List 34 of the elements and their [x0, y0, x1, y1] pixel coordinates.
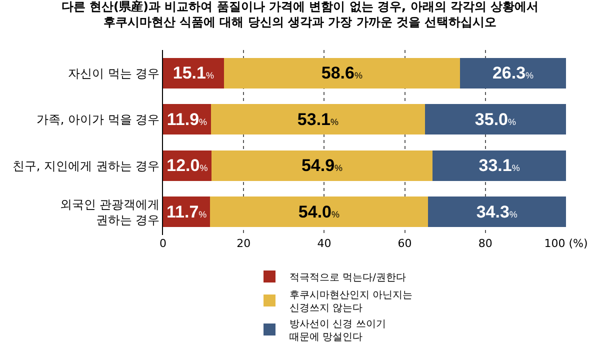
legend-label: 방사선이 신경 쓰이기 때문에 망설인다: [290, 318, 386, 343]
x-tick-label: 0: [160, 237, 166, 250]
bar: [210, 196, 428, 228]
chart-title: 다른 현산(県産)과 비교하여 품질이나 가격에 변함이 없는 경우, 아래의 각각의 상황에서 후쿠시마현산 식품에 대해 당신의 생각과 가장 가까운 것을 선택하십시오: [61, 0, 539, 30]
data-label: 54.9%: [301, 156, 343, 176]
y-tick-label: 외국인 관광객에게 권하는 경우: [60, 197, 160, 227]
data-label: 58.6%: [321, 64, 362, 83]
x-tick-label: 20: [236, 237, 251, 250]
legend-label: 후쿠시마현산인지 아닌지는 신경쓰지 않는다: [290, 290, 413, 314]
data-label: 53.1%: [297, 110, 339, 129]
y-tick-label: 친구, 지인에게 권하는 경우: [12, 158, 160, 173]
bar: [224, 58, 460, 88]
data-label: 11.7%: [166, 202, 207, 222]
bar: [432, 150, 566, 181]
data-label: 34.3%: [476, 202, 518, 222]
x-tick-label: 100 (%): [544, 237, 588, 250]
legend-label: 적극적으로 먹는다/권한다: [290, 272, 406, 284]
data-label: 15.1%: [172, 64, 214, 83]
x-tick-label: 40: [317, 237, 332, 250]
data-label: 26.3%: [492, 64, 534, 83]
y-tick-label: 가족, 아이가 먹을 경우: [36, 112, 160, 127]
bar: [424, 104, 566, 135]
bar: [460, 58, 566, 88]
data-label: 54.0%: [298, 202, 340, 222]
x-tick-label: 60: [398, 237, 412, 250]
bar: [210, 104, 425, 135]
bar: [428, 196, 566, 228]
data-label: 12.0%: [166, 156, 208, 176]
x-tick-label: 80: [478, 237, 492, 250]
data-label: 35.0%: [474, 110, 516, 129]
bar: [211, 150, 433, 181]
data-label: 33.1%: [478, 156, 520, 176]
data-label: 11.9%: [166, 110, 208, 129]
y-tick-label: 자신이 먹는 경우: [68, 66, 160, 80]
